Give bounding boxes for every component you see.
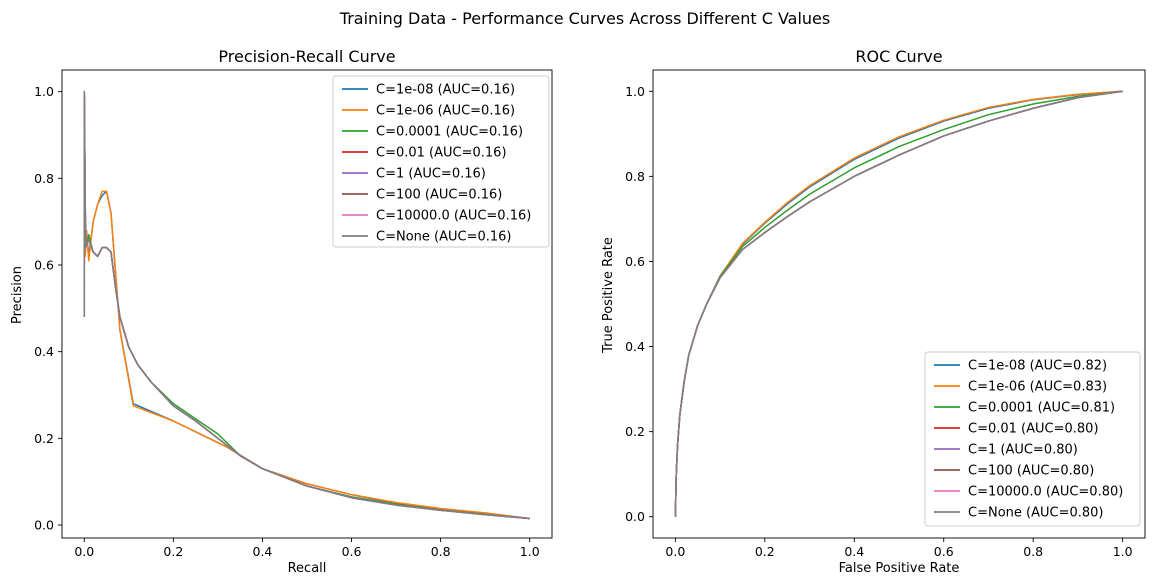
pr-series-line-7 <box>83 90 530 520</box>
pr-y-tick-label-4: 0.8 <box>34 171 54 186</box>
pr-legend-label-4: C=1 (AUC=0.16) <box>376 167 486 182</box>
pr-x-tick-label-1: 0.2 <box>163 544 183 559</box>
roc-curve-panel: ROC Curve False Positive Rate True Posit… <box>601 47 1146 576</box>
pr-x-tick-label-0: 0.0 <box>74 544 94 559</box>
roc-chart-title: ROC Curve <box>855 47 942 66</box>
roc-legend-label-5: C=100 (AUC=0.80) <box>968 464 1094 479</box>
roc-series-line-7 <box>674 90 1123 517</box>
pr-legend-label-5: C=100 (AUC=0.16) <box>376 188 502 203</box>
pr-curve-panel: Precision-Recall Curve Recall Precision … <box>10 47 553 576</box>
roc-y-tick-label-2: 0.4 <box>625 339 645 354</box>
pr-x-axis-label: Recall <box>288 561 327 576</box>
roc-y-axis-label: True Positive Rate <box>601 237 616 354</box>
pr-legend-box <box>332 75 550 248</box>
pr-series-line-1 <box>83 90 530 520</box>
pr-chart-title: Precision-Recall Curve <box>218 47 395 66</box>
figure-title: Training Data - Performance Curves Acros… <box>339 9 830 28</box>
roc-x-tick-label-2: 0.4 <box>844 544 864 559</box>
roc-series-group <box>674 90 1123 517</box>
roc-x-tick-label-1: 0.2 <box>755 544 775 559</box>
pr-y-tick-label-5: 1.0 <box>34 84 54 99</box>
pr-x-tick-label-2: 0.4 <box>253 544 273 559</box>
roc-x-tick-label-0: 0.0 <box>665 544 685 559</box>
pr-legend: C=1e-08 (AUC=0.16) C=1e-06 (AUC=0.16) C=0.… <box>332 75 550 248</box>
pr-legend-label-0: C=1e-08 (AUC=0.16) <box>376 83 515 98</box>
pr-axes-frame <box>61 69 553 539</box>
pr-legend-label-3: C=0.01 (AUC=0.16) <box>376 146 507 161</box>
pr-y-tick-label-1: 0.2 <box>34 431 54 446</box>
pr-legend-label-6: C=10000.0 (AUC=0.16) <box>376 209 531 224</box>
roc-x-tick-label-3: 0.6 <box>934 544 954 559</box>
roc-x-tick-label-4: 0.8 <box>1023 544 1043 559</box>
pr-legend-label-7: C=None (AUC=0.16) <box>376 230 511 245</box>
roc-y-tick-label-3: 0.6 <box>625 254 645 269</box>
roc-y-tick-label-5: 1.0 <box>625 84 645 99</box>
roc-legend-label-0: C=1e-08 (AUC=0.82) <box>968 359 1107 374</box>
pr-x-tick-label-4: 0.8 <box>431 544 451 559</box>
roc-y-tick-label-1: 0.2 <box>625 424 645 439</box>
pr-legend-label-2: C=0.0001 (AUC=0.16) <box>376 125 523 140</box>
roc-legend-label-7: C=None (AUC=0.80) <box>968 506 1103 521</box>
roc-legend-box <box>924 351 1141 527</box>
roc-legend-label-6: C=10000.0 (AUC=0.80) <box>968 485 1123 500</box>
roc-y-tick-label-0: 0.0 <box>625 509 645 524</box>
roc-x-tick-label-5: 1.0 <box>1113 544 1133 559</box>
pr-x-tick-label-5: 1.0 <box>520 544 540 559</box>
pr-x-tick-label-3: 0.6 <box>342 544 362 559</box>
pr-y-tick-label-2: 0.4 <box>34 344 54 359</box>
pr-y-tick-label-3: 0.6 <box>34 258 54 273</box>
roc-legend-label-1: C=1e-06 (AUC=0.83) <box>968 380 1107 395</box>
roc-x-axis-label: False Positive Rate <box>839 561 960 576</box>
roc-legend: C=1e-08 (AUC=0.82) C=1e-06 (AUC=0.83) C=0.… <box>924 351 1141 527</box>
roc-legend-label-3: C=0.01 (AUC=0.80) <box>968 422 1099 437</box>
pr-y-tick-label-0: 0.0 <box>34 518 54 533</box>
pr-series-group <box>83 90 530 520</box>
roc-y-tick-label-4: 0.8 <box>625 169 645 184</box>
roc-legend-label-4: C=1 (AUC=0.80) <box>968 443 1078 458</box>
roc-axes-frame <box>652 69 1146 539</box>
pr-y-axis-label: Precision <box>10 266 25 324</box>
pr-legend-label-1: C=1e-06 (AUC=0.16) <box>376 104 515 119</box>
roc-legend-label-2: C=0.0001 (AUC=0.81) <box>968 401 1115 416</box>
